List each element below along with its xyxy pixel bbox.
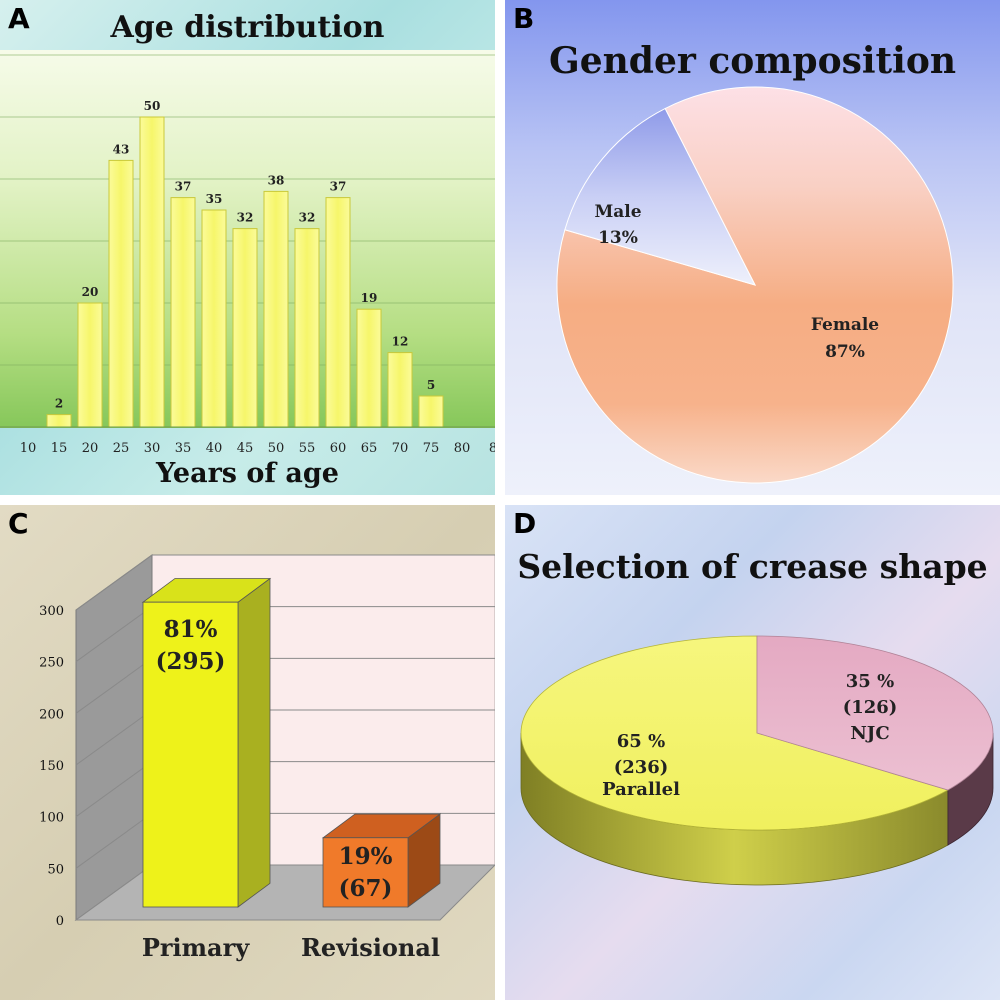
data-label-75: 5 — [427, 378, 435, 392]
njc-pct: 35 % — [846, 671, 894, 692]
slice-label-female-pct: 87% — [825, 342, 865, 362]
bar-65 — [356, 308, 382, 428]
y-tick-0: 0 — [56, 914, 64, 929]
data-label-55: 32 — [299, 211, 316, 225]
bar-15 — [46, 414, 72, 428]
x-tick-4: 30 — [144, 441, 161, 456]
gender-pie-chart: Male 13% Female 87% — [556, 86, 954, 484]
bar-25 — [108, 159, 134, 428]
x-tick-14: 80 — [454, 441, 471, 456]
y-tick-50: 50 — [47, 862, 64, 877]
x-tick-13: 75 — [423, 441, 440, 456]
pie-slice-njc — [756, 635, 994, 791]
bar-revisional — [322, 837, 409, 908]
bar-side-primary — [237, 577, 271, 908]
bar-pct-revisional: 19% — [339, 843, 393, 870]
panel-label-c: C — [8, 507, 29, 540]
data-label-20: 20 — [82, 285, 99, 299]
pie-slice-male — [564, 107, 756, 286]
procedure-3d-bar-chart: 0 50 100 150 200 250 300 81% (295) Primary 19% (67)… — [39, 554, 495, 962]
parallel-name: Parallel — [602, 779, 680, 800]
data-label-65: 19 — [361, 291, 378, 305]
slice-label-male-pct: 13% — [598, 228, 638, 248]
y-tick-200: 200 — [39, 707, 64, 722]
chart-title-age: Age distribution — [110, 10, 385, 45]
panel-label-a: A — [8, 2, 30, 35]
panel-d-crease-shape: D Selection of crease shape 35 % (126) NJC… — [505, 505, 1000, 1000]
x-tick-1: 15 — [51, 441, 68, 456]
y-tick-300: 300 — [39, 604, 64, 619]
bar-75 — [418, 395, 444, 428]
bar-30 — [139, 116, 165, 428]
njc-count: (126) — [843, 697, 898, 718]
data-label-15: 2 — [55, 397, 63, 411]
x-tick-10: 60 — [330, 441, 347, 456]
panel-c-procedure-type: C 0 50 100 150 200 250 300 81% (295) Primary 19% (6… — [0, 505, 495, 1000]
bar-60 — [325, 197, 351, 428]
data-label-25: 43 — [113, 142, 130, 156]
crease-3d-pie-chart: 35 % (126) NJC 65 % (236)Parallel — [520, 635, 994, 886]
data-label-45: 32 — [237, 211, 254, 225]
data-label-50: 38 — [268, 173, 285, 187]
bar-pct-primary: 81% — [164, 616, 218, 643]
bar-primary — [142, 601, 239, 908]
chart-title-gender: Gender composition — [548, 40, 957, 82]
parallel-pct: 65 % — [617, 731, 665, 752]
x-tick-7: 45 — [237, 441, 254, 456]
bar-50 — [263, 190, 289, 428]
age-bar-chart: 2 20 43 50 37 35 32 38 32 37 19 12 5 10 15 20 25 30 35 40 45… — [0, 54, 495, 456]
panel-label-d: D — [513, 507, 537, 540]
data-label-40: 35 — [206, 192, 223, 206]
panel-b-gender-composition: B Gender composition Male 13% Female 87% — [505, 0, 1000, 495]
panel-a-age-distribution: A Age distribution 2 20 43 50 37 35 32 38 32 37 19… — [0, 0, 495, 495]
data-label-70: 12 — [392, 335, 409, 349]
x-tick-revisional: Revisional — [301, 933, 440, 962]
x-tick-3: 25 — [113, 441, 130, 456]
x-tick-0: 10 — [20, 441, 37, 456]
chart-title-crease: Selection of crease shape — [517, 547, 988, 586]
bar-70 — [387, 352, 413, 428]
njc-name: NJC — [850, 723, 889, 744]
bar-45 — [232, 228, 258, 428]
x-tick-11: 65 — [361, 441, 378, 456]
data-label-60: 37 — [330, 180, 347, 194]
x-tick-9: 55 — [299, 441, 316, 456]
data-label-30: 50 — [144, 99, 161, 113]
x-tick-8: 50 — [268, 441, 285, 456]
parallel-count: (236) — [614, 757, 669, 778]
y-tick-100: 100 — [39, 811, 64, 826]
bar-40 — [201, 209, 227, 428]
data-label-35: 37 — [175, 180, 192, 194]
bar-count-primary: (295) — [156, 648, 226, 675]
panel-label-b: B — [513, 2, 535, 35]
bar-35 — [170, 197, 196, 428]
slice-label-male-name: Male — [594, 202, 641, 222]
x-axis-label-age: Years of age — [155, 458, 339, 489]
y-tick-150: 150 — [39, 759, 64, 774]
x-tick-6: 40 — [206, 441, 223, 456]
y-tick-250: 250 — [39, 656, 64, 671]
bar-55 — [294, 228, 320, 428]
slice-label-female-name: Female — [811, 315, 879, 335]
x-tick-2: 20 — [82, 441, 99, 456]
x-tick-primary: Primary — [142, 933, 250, 962]
pie-slice-parallel — [520, 635, 949, 831]
bar-count-revisional: (67) — [339, 875, 393, 902]
gridline — [75, 554, 495, 611]
x-tick-5: 35 — [175, 441, 192, 456]
bar-20 — [77, 302, 103, 428]
x-tick-12: 70 — [392, 441, 409, 456]
x-tick-15: 8 — [489, 441, 495, 456]
